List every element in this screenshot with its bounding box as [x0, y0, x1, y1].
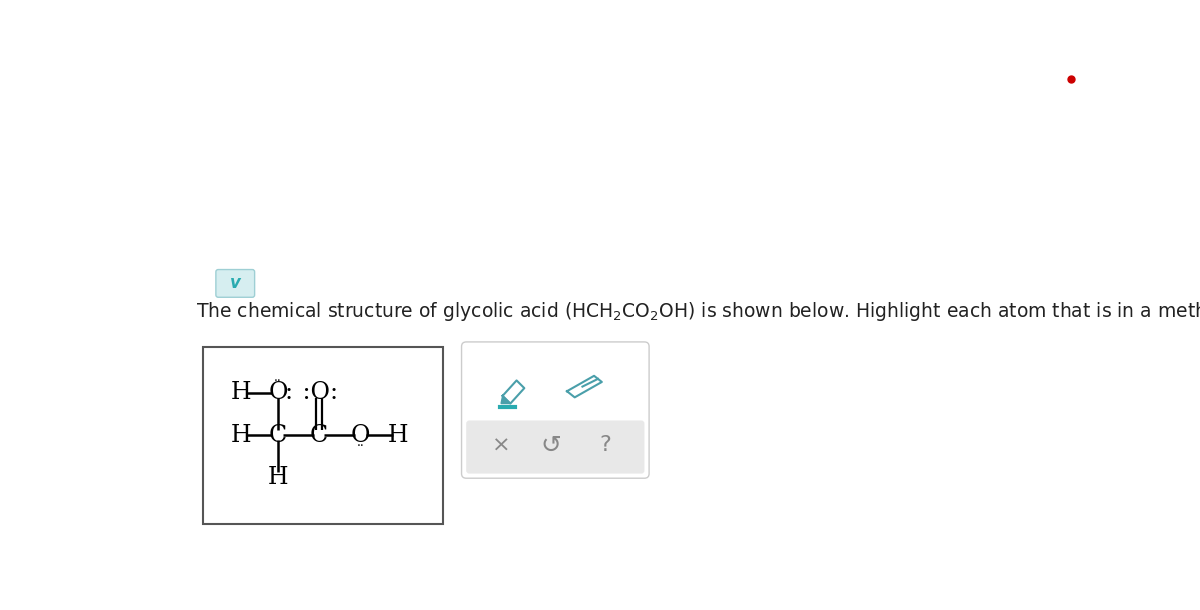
Text: C: C — [269, 423, 287, 447]
Bar — [203, 346, 443, 523]
Text: ··: ·· — [356, 440, 365, 453]
Text: ?: ? — [600, 436, 612, 456]
Polygon shape — [502, 396, 510, 404]
FancyBboxPatch shape — [216, 270, 254, 297]
Text: H: H — [268, 466, 288, 489]
Polygon shape — [566, 376, 602, 397]
Text: O: O — [352, 423, 371, 447]
Text: O: O — [268, 381, 288, 404]
Text: :O:: :O: — [295, 381, 338, 404]
Text: H: H — [232, 381, 252, 404]
FancyBboxPatch shape — [462, 342, 649, 478]
Text: H: H — [388, 423, 408, 447]
Text: v: v — [230, 274, 241, 292]
Text: :: : — [284, 381, 293, 404]
Text: The chemical structure of glycolic acid $\left(\mathrm{HCH_2CO_2OH}\right)$ is s: The chemical structure of glycolic acid … — [197, 300, 1200, 323]
Text: ×: × — [492, 436, 510, 456]
Text: ↺: ↺ — [541, 434, 562, 458]
Polygon shape — [503, 381, 524, 404]
Text: H: H — [232, 423, 252, 447]
Text: C: C — [310, 423, 328, 447]
Text: ··: ·· — [274, 376, 282, 389]
FancyBboxPatch shape — [466, 420, 644, 473]
